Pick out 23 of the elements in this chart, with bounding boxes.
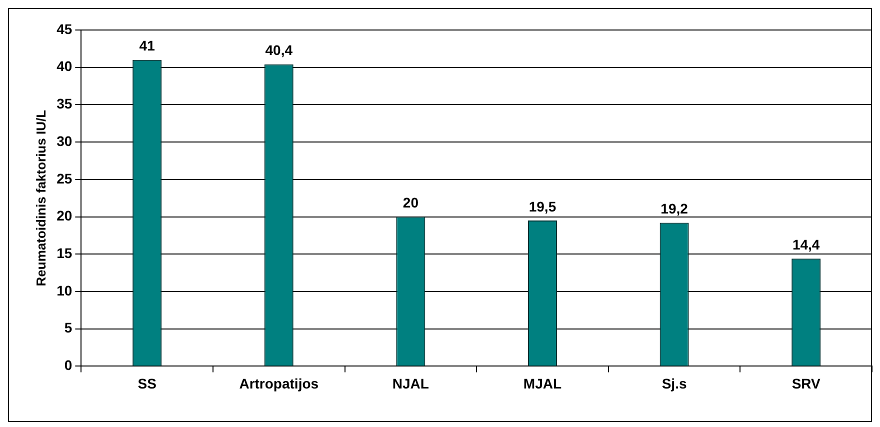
y-tick-label: 5 (64, 320, 72, 336)
x-tick-label: Sj.s (662, 375, 687, 392)
y-tick-label: 0 (64, 357, 72, 374)
x-tick-label: MJAL (523, 375, 562, 392)
y-tick-label: 15 (56, 244, 72, 261)
x-tick-label: NJAL (392, 375, 430, 392)
y-tick-label: 30 (56, 132, 72, 149)
data-label: 14,4 (792, 236, 820, 252)
y-tick-label: 20 (56, 208, 72, 224)
y-tick-label: 10 (56, 282, 72, 298)
data-label: 20 (402, 194, 419, 211)
data-label: 19,2 (660, 200, 688, 217)
y-axis-title: Reumatoidinis faktorius IU/L (33, 110, 48, 286)
y-tick-label: 35 (56, 96, 72, 112)
data-label: 19,5 (528, 198, 556, 214)
y-tick-label: 25 (56, 170, 72, 186)
y-tick-label: 40 (56, 58, 72, 74)
data-label: 41 (139, 38, 156, 54)
x-tick-label: SRV (792, 375, 822, 392)
x-tick-label: Artropatijos (239, 375, 319, 392)
data-label: 40,4 (265, 42, 293, 58)
y-tick-label: 45 (56, 20, 72, 37)
x-tick-label: SS (138, 375, 156, 392)
